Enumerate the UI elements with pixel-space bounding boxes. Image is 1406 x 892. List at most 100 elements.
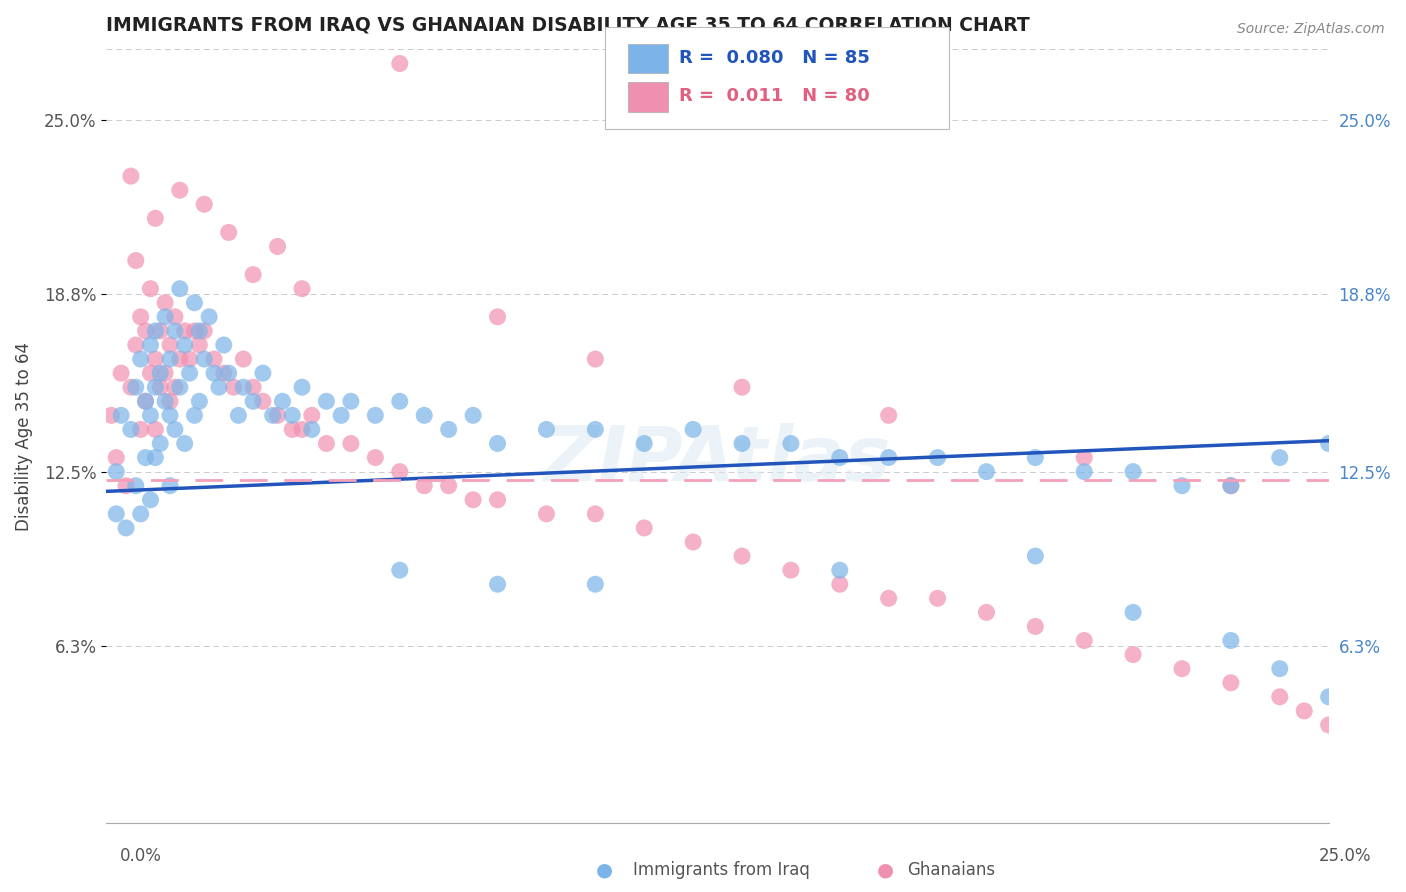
- Point: [486, 436, 509, 450]
- Point: [828, 577, 851, 591]
- Text: 0.0%: 0.0%: [120, 847, 162, 865]
- Point: [266, 239, 288, 253]
- Point: [262, 409, 284, 423]
- Point: [583, 352, 606, 367]
- Point: [271, 394, 294, 409]
- Point: [173, 338, 195, 352]
- Point: [291, 422, 314, 436]
- Point: [139, 492, 162, 507]
- Point: [281, 422, 304, 436]
- Point: [828, 450, 851, 465]
- Point: [242, 394, 264, 409]
- Point: [461, 492, 484, 507]
- Point: [388, 465, 411, 479]
- Point: [120, 422, 142, 436]
- Point: [731, 436, 754, 450]
- Point: [169, 282, 191, 296]
- Text: IMMIGRANTS FROM IRAQ VS GHANAIAN DISABILITY AGE 35 TO 64 CORRELATION CHART: IMMIGRANTS FROM IRAQ VS GHANAIAN DISABIL…: [107, 15, 1031, 34]
- Point: [105, 465, 128, 479]
- Point: [266, 409, 288, 423]
- Point: [1219, 479, 1241, 493]
- Point: [139, 282, 162, 296]
- Point: [1317, 436, 1340, 450]
- Text: ●: ●: [596, 860, 613, 880]
- Point: [159, 338, 181, 352]
- Point: [780, 436, 803, 450]
- Point: [193, 324, 215, 338]
- Point: [173, 436, 195, 450]
- Point: [159, 479, 181, 493]
- Point: [193, 197, 215, 211]
- Point: [461, 409, 484, 423]
- Point: [413, 409, 436, 423]
- Point: [315, 436, 337, 450]
- Point: [183, 324, 205, 338]
- Point: [120, 380, 142, 394]
- Point: [330, 409, 353, 423]
- Point: [188, 394, 211, 409]
- Point: [159, 352, 181, 367]
- Point: [228, 409, 250, 423]
- Point: [437, 422, 460, 436]
- Point: [1268, 662, 1291, 676]
- Point: [877, 591, 900, 606]
- Point: [139, 409, 162, 423]
- Point: [877, 409, 900, 423]
- Point: [1073, 633, 1095, 648]
- Point: [1317, 690, 1340, 704]
- Point: [486, 310, 509, 324]
- Point: [120, 169, 142, 183]
- Point: [188, 338, 211, 352]
- Point: [291, 282, 314, 296]
- Point: [976, 606, 998, 620]
- Point: [252, 394, 274, 409]
- Text: ●: ●: [877, 860, 894, 880]
- Text: ZIPAtlas: ZIPAtlas: [544, 423, 891, 497]
- Point: [153, 295, 176, 310]
- Point: [135, 450, 157, 465]
- Point: [198, 310, 221, 324]
- Point: [1317, 718, 1340, 732]
- Point: [143, 422, 166, 436]
- Point: [828, 563, 851, 577]
- Point: [291, 380, 314, 394]
- Point: [153, 394, 176, 409]
- Point: [183, 409, 205, 423]
- Point: [208, 380, 231, 394]
- Point: [173, 324, 195, 338]
- Text: 25.0%: 25.0%: [1319, 847, 1371, 865]
- Point: [153, 310, 176, 324]
- Point: [536, 507, 558, 521]
- Text: Source: ZipAtlas.com: Source: ZipAtlas.com: [1237, 22, 1385, 37]
- Point: [242, 380, 264, 394]
- Point: [179, 366, 201, 380]
- Point: [139, 338, 162, 352]
- Point: [105, 507, 128, 521]
- Point: [731, 380, 754, 394]
- Point: [129, 310, 152, 324]
- Point: [633, 436, 655, 450]
- Point: [242, 268, 264, 282]
- Point: [212, 338, 235, 352]
- Point: [340, 436, 363, 450]
- Point: [1073, 465, 1095, 479]
- Point: [218, 366, 240, 380]
- Point: [413, 479, 436, 493]
- Point: [583, 507, 606, 521]
- Point: [188, 324, 211, 338]
- Point: [731, 549, 754, 563]
- Point: [163, 324, 186, 338]
- Point: [218, 226, 240, 240]
- Point: [115, 479, 138, 493]
- Point: [437, 479, 460, 493]
- Point: [1024, 619, 1046, 633]
- Point: [976, 465, 998, 479]
- Point: [149, 436, 172, 450]
- Point: [536, 422, 558, 436]
- Text: Immigrants from Iraq: Immigrants from Iraq: [633, 861, 810, 879]
- Point: [301, 409, 323, 423]
- Point: [222, 380, 245, 394]
- Point: [129, 507, 152, 521]
- Point: [183, 295, 205, 310]
- Point: [159, 394, 181, 409]
